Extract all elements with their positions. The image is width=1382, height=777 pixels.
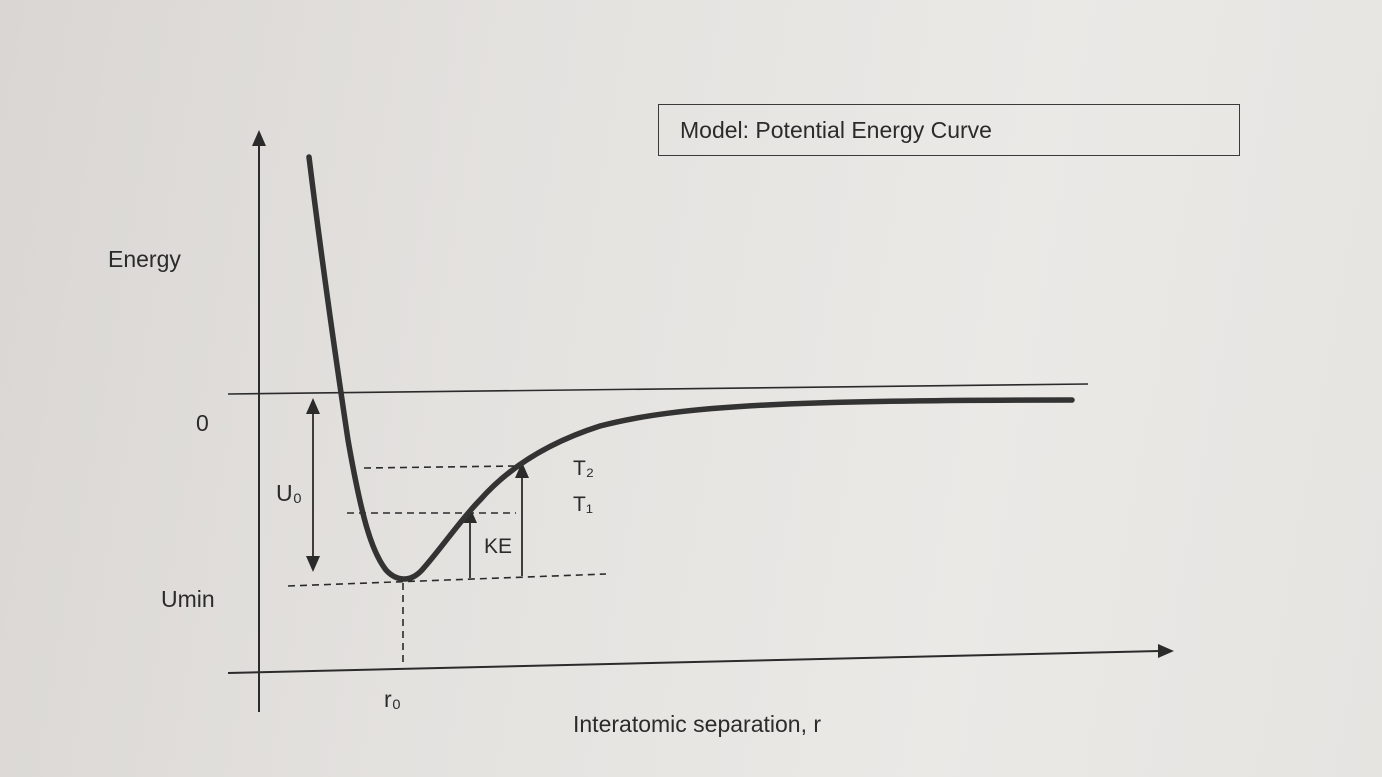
t2-dashed-line bbox=[363, 465, 517, 469]
x-axis-label: Interatomic separation, r bbox=[573, 711, 822, 737]
potential-energy-curve bbox=[306, 154, 1075, 582]
y-axis-arrowhead bbox=[252, 130, 266, 146]
title-box: Model: Potential Energy Curve bbox=[658, 104, 1240, 156]
umin-label: Umin bbox=[161, 586, 215, 612]
ke-label: KE bbox=[484, 535, 513, 558]
x-axis-line bbox=[227, 650, 1161, 674]
umin-dashed-line bbox=[287, 573, 607, 587]
zero-label: 0 bbox=[196, 410, 209, 436]
u0-label: U₀ bbox=[276, 480, 303, 506]
diagram-title: Model: Potential Energy Curve bbox=[680, 116, 992, 143]
t1-label: T₁ bbox=[573, 493, 593, 516]
zero-energy-line bbox=[227, 383, 1089, 395]
y-axis-label: Energy bbox=[108, 246, 181, 272]
t2-arrowhead bbox=[515, 462, 529, 478]
t2-label: T₂ bbox=[573, 457, 594, 480]
u0-arrowhead-down bbox=[306, 556, 320, 572]
u0-arrowhead-up bbox=[306, 398, 320, 414]
x-axis-arrowhead bbox=[1158, 644, 1174, 658]
r0-label: r₀ bbox=[384, 686, 402, 712]
